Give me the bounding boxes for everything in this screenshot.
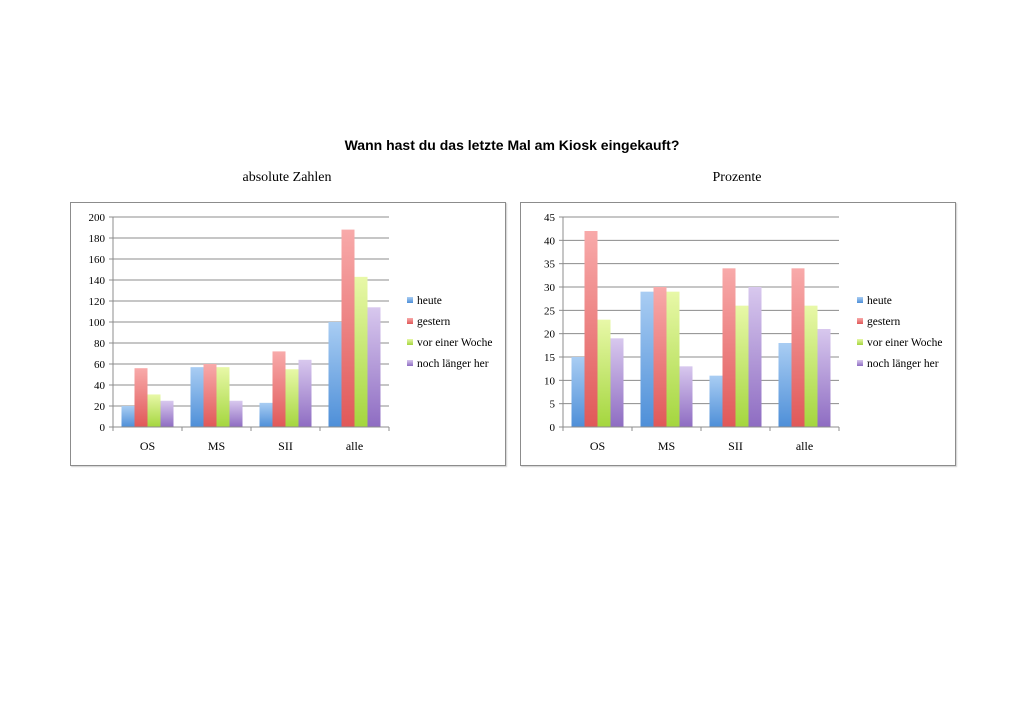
legend-swatch-heute	[407, 297, 413, 303]
bar-noch-laenger-her-ms	[229, 400, 243, 427]
bar-gestern-alle	[791, 268, 805, 427]
y-tick-label: 140	[89, 275, 106, 287]
y-tick-label: 120	[89, 296, 106, 308]
bar-heute-ms	[640, 291, 654, 427]
chart-2-title: Prozente	[712, 170, 762, 185]
bar-vor-einer-woche-alle	[354, 276, 368, 427]
legend-swatch-gestern	[857, 318, 863, 324]
x-tick-label: alle	[346, 439, 363, 453]
x-tick-label: SII	[278, 439, 293, 453]
bar-gestern-alle	[341, 229, 355, 427]
bar-vor-einer-woche-ms	[666, 291, 680, 427]
y-tick-label: 10	[544, 375, 556, 387]
y-tick-label: 25	[544, 305, 556, 317]
y-tick-label: 0	[100, 422, 106, 434]
y-tick-label: 5	[550, 399, 556, 411]
y-tick-label: 30	[544, 282, 556, 294]
bar-noch-laenger-her-alle	[367, 307, 381, 427]
legend-swatch-noch-laenger-her	[857, 360, 863, 366]
y-tick-label: 40	[544, 235, 556, 247]
bar-noch-laenger-her-os	[610, 338, 624, 427]
chart-absolute-numbers: 0 20 40 60 80 100 120 140 160 180 200 OS MS SII alle he…	[70, 202, 506, 466]
legend-swatch-heute	[857, 297, 863, 303]
legend-label-vor-einer-woche: vor einer Woche	[867, 337, 943, 349]
bar-heute-alle	[328, 322, 342, 427]
legend-label-noch-laenger-her: noch länger her	[417, 358, 489, 370]
bar-noch-laenger-her-alle	[817, 329, 831, 427]
bar-heute-os	[571, 357, 585, 427]
y-tick-label: 60	[94, 359, 106, 371]
x-tick-label: OS	[590, 439, 605, 453]
page-title: Wann hast du das letzte Mal am Kiosk ein…	[344, 137, 680, 153]
bar-vor-einer-woche-alle	[804, 305, 818, 427]
x-tick-label: alle	[796, 439, 813, 453]
bar-vor-einer-woche-os	[597, 319, 611, 427]
bar-heute-sii	[259, 402, 273, 427]
x-tick-label: MS	[208, 439, 225, 453]
legend-label-heute: heute	[417, 295, 442, 307]
bar-heute-ms	[190, 367, 204, 427]
y-tick-label: 160	[89, 254, 106, 266]
y-tick-label: 20	[544, 329, 556, 341]
bar-vor-einer-woche-sii	[735, 305, 749, 427]
bar-gestern-sii	[272, 351, 286, 427]
bar-vor-einer-woche-sii	[285, 369, 299, 427]
bar-heute-sii	[709, 375, 723, 427]
bar-gestern-os	[584, 231, 598, 427]
bar-vor-einer-woche-ms	[216, 367, 230, 427]
y-tick-label: 35	[544, 259, 556, 271]
x-tick-label: OS	[140, 439, 155, 453]
y-tick-label: 40	[94, 380, 106, 392]
y-tick-label: 100	[89, 317, 106, 329]
bar-gestern-ms	[203, 364, 217, 427]
x-tick-label: SII	[728, 439, 743, 453]
bar-gestern-os	[134, 368, 148, 427]
legend-swatch-noch-laenger-her	[407, 360, 413, 366]
y-tick-label: 20	[94, 401, 106, 413]
legend-label-gestern: gestern	[867, 316, 900, 328]
y-tick-label: 80	[94, 338, 106, 350]
chart-2-svg: 0 5 10 15 20 25 30 35 40 45 OS MS SII alle heute gester…	[544, 212, 943, 453]
x-tick-label: MS	[658, 439, 675, 453]
bar-vor-einer-woche-os	[147, 394, 161, 427]
bar-noch-laenger-her-sii	[748, 287, 762, 427]
bar-noch-laenger-her-sii	[298, 359, 312, 427]
bar-gestern-sii	[722, 268, 736, 427]
y-tick-label: 15	[544, 352, 556, 364]
y-tick-label: 200	[89, 212, 106, 224]
legend-label-gestern: gestern	[417, 316, 450, 328]
legend-swatch-vor-einer-woche	[857, 339, 863, 345]
bar-noch-laenger-her-os	[160, 400, 174, 427]
legend-label-noch-laenger-her: noch länger her	[867, 358, 939, 370]
chart-1-svg: 0 20 40 60 80 100 120 140 160 180 200 OS MS SII alle he…	[89, 212, 493, 453]
legend-swatch-gestern	[407, 318, 413, 324]
legend-swatch-vor-einer-woche	[407, 339, 413, 345]
bar-gestern-ms	[653, 287, 667, 427]
chart-1-title: absolute Zahlen	[242, 170, 332, 185]
legend-label-heute: heute	[867, 295, 892, 307]
y-tick-label: 45	[544, 212, 556, 224]
y-tick-label: 0	[550, 422, 556, 434]
bar-heute-alle	[778, 343, 792, 427]
legend-label-vor-einer-woche: vor einer Woche	[417, 337, 493, 349]
bar-noch-laenger-her-ms	[679, 366, 693, 427]
chart-percentages: 0 5 10 15 20 25 30 35 40 45 OS MS SII alle heute gester…	[520, 202, 956, 466]
bar-heute-os	[121, 406, 135, 427]
y-tick-label: 180	[89, 233, 106, 245]
